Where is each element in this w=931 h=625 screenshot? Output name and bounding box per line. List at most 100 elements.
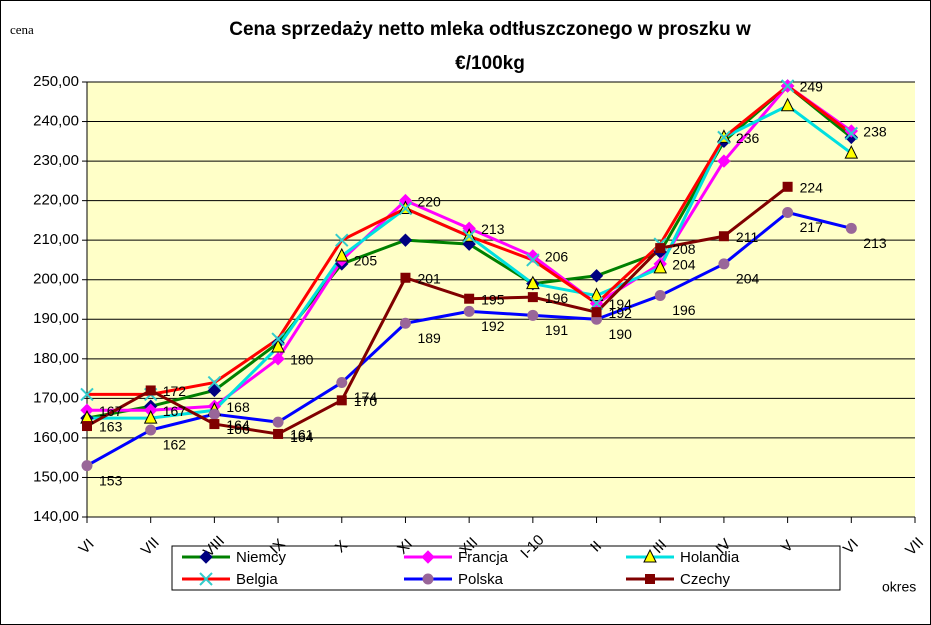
- point-marker: [335, 233, 349, 247]
- data-label: 174: [354, 389, 378, 405]
- point-marker: [718, 258, 730, 270]
- series-line: [86, 185, 789, 436]
- point-marker: [718, 231, 729, 242]
- point-marker: [780, 97, 795, 112]
- data-label: 190: [609, 326, 633, 342]
- data-label: 249: [800, 79, 824, 95]
- point-marker: [81, 460, 93, 472]
- point-marker: [845, 222, 857, 234]
- point-marker: [399, 317, 411, 329]
- point-marker: [717, 130, 731, 145]
- point-marker: [209, 419, 220, 430]
- point-marker: [589, 287, 604, 302]
- point-marker: [655, 243, 666, 254]
- legend-label: Belgia: [236, 571, 278, 588]
- y-tick-label: 180,00: [33, 350, 79, 367]
- point-marker: [527, 309, 539, 321]
- data-label: 195: [481, 291, 505, 307]
- point-marker: [207, 383, 222, 398]
- y-tick-label: 140,00: [33, 508, 79, 525]
- data-label: 206: [545, 249, 569, 265]
- point-marker: [782, 207, 794, 218]
- point-marker: [844, 126, 859, 141]
- y-tick-label: 200,00: [33, 271, 79, 288]
- point-marker: [271, 338, 285, 353]
- legend-label: Niemcy: [236, 549, 287, 566]
- point-marker: [643, 548, 657, 563]
- data-label: 194: [609, 296, 633, 312]
- legend: [171, 545, 841, 591]
- data-label: 217: [800, 219, 824, 235]
- data-label: 201: [417, 270, 441, 286]
- data-label: 164: [290, 429, 314, 445]
- point-marker: [527, 292, 538, 303]
- legend-label: Francja: [458, 549, 509, 566]
- legend-label: Czechy: [680, 571, 731, 588]
- point-marker: [336, 377, 348, 389]
- chart-subtitle: €/100kg: [455, 53, 525, 74]
- data-label: 191: [545, 322, 569, 338]
- y-tick-label: 210,00: [33, 231, 79, 248]
- data-label: 205: [354, 253, 378, 269]
- y-tick-label: 240,00: [33, 113, 79, 130]
- data-label: 224: [800, 179, 824, 195]
- point-marker: [654, 290, 666, 302]
- point-marker: [336, 395, 347, 406]
- point-marker: [400, 272, 411, 283]
- point-marker: [398, 233, 413, 247]
- data-label: 161: [290, 427, 314, 443]
- data-label: 153: [99, 472, 123, 488]
- point-marker: [591, 307, 602, 318]
- point-marker: [645, 574, 655, 584]
- data-label: 192: [609, 305, 633, 321]
- data-label: 236: [736, 130, 760, 146]
- point-marker: [207, 375, 222, 390]
- data-label: 204: [736, 271, 760, 287]
- point-marker: [80, 387, 94, 402]
- data-label: 196: [545, 290, 569, 306]
- point-marker: [526, 275, 540, 290]
- y-tick-label: 170,00: [33, 389, 79, 406]
- data-label: 172: [163, 383, 187, 399]
- y-axis-label: cena: [10, 22, 34, 37]
- data-label: 192: [481, 318, 505, 334]
- point-marker: [82, 421, 92, 432]
- y-tick-label: 220,00: [33, 192, 79, 209]
- point-marker: [464, 293, 475, 304]
- chart-title: Cena sprzedaży netto mleka odtłuszczoneg…: [229, 19, 751, 40]
- point-marker: [782, 181, 793, 192]
- point-marker: [199, 550, 213, 564]
- data-label: 180: [290, 352, 314, 368]
- point-marker: [208, 408, 220, 420]
- point-marker: [844, 145, 859, 159]
- point-marker: [589, 269, 604, 283]
- y-tick-label: 160,00: [33, 429, 79, 446]
- data-label: 204: [672, 257, 696, 273]
- point-marker: [526, 249, 540, 263]
- point-marker: [653, 259, 668, 274]
- point-marker: [463, 305, 475, 317]
- data-label: 164: [226, 417, 250, 433]
- y-tick-label: 150,00: [33, 468, 79, 485]
- data-label: 220: [417, 193, 441, 209]
- point-marker: [334, 247, 349, 262]
- point-marker: [422, 573, 434, 585]
- y-tick-label: 250,00: [33, 73, 79, 90]
- point-marker: [398, 201, 413, 216]
- point-marker: [272, 416, 284, 428]
- point-marker: [199, 572, 213, 586]
- data-label: 208: [672, 241, 696, 257]
- point-marker: [780, 79, 795, 93]
- data-label: 166: [226, 421, 250, 437]
- data-label: 167: [163, 403, 187, 419]
- point-marker: [145, 424, 157, 436]
- point-marker: [273, 428, 284, 439]
- point-marker: [717, 154, 731, 168]
- y-tick-label: 190,00: [33, 310, 79, 327]
- data-label: 162: [163, 437, 187, 453]
- legend-label: Polska: [458, 571, 504, 588]
- point-marker: [143, 410, 158, 424]
- data-label: 163: [99, 419, 123, 435]
- data-label: 213: [481, 221, 505, 237]
